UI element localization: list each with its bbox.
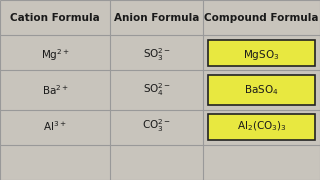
Text: Al$_2$(CO$_3$)$_3$: Al$_2$(CO$_3$)$_3$ <box>236 119 286 133</box>
Text: Mg$^{2+}$: Mg$^{2+}$ <box>41 47 69 63</box>
FancyBboxPatch shape <box>208 40 315 66</box>
Text: Anion Formula: Anion Formula <box>114 13 199 23</box>
Text: Al$^{3+}$: Al$^{3+}$ <box>43 119 67 133</box>
Text: SO$_3^{2-}$: SO$_3^{2-}$ <box>143 46 171 63</box>
FancyBboxPatch shape <box>208 75 315 105</box>
Text: Ba$^{2+}$: Ba$^{2+}$ <box>42 83 68 97</box>
Text: SO$_4^{2-}$: SO$_4^{2-}$ <box>143 82 171 98</box>
Text: Cation Formula: Cation Formula <box>10 13 100 23</box>
Text: CO$_3^{2-}$: CO$_3^{2-}$ <box>142 118 171 134</box>
Text: MgSO$_3$: MgSO$_3$ <box>243 48 280 62</box>
Text: BaSO$_4$: BaSO$_4$ <box>244 83 279 97</box>
Text: Compound Formula: Compound Formula <box>204 13 319 23</box>
FancyBboxPatch shape <box>208 114 315 140</box>
